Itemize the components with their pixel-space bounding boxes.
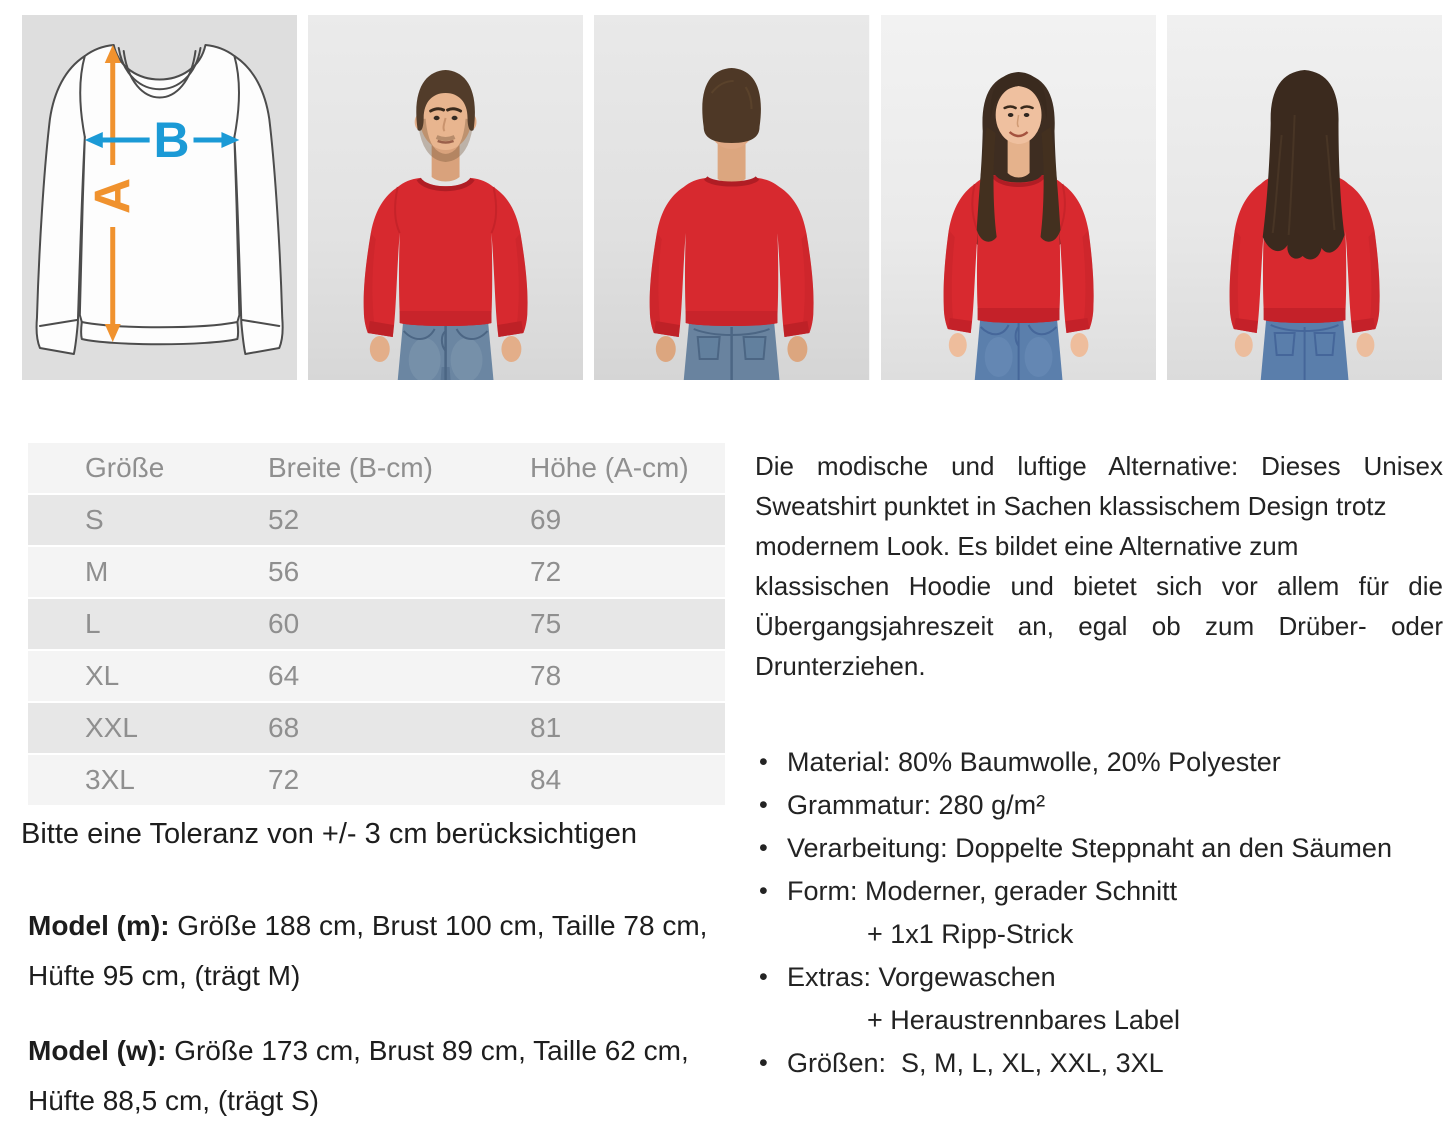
table-cell: M — [85, 556, 109, 587]
jeans — [974, 313, 1063, 380]
sweatshirt — [363, 177, 528, 337]
table-row: XL 64 78 — [28, 651, 725, 703]
hands — [1234, 333, 1375, 357]
table-cell: 84 — [530, 764, 562, 795]
width-label-b: B — [154, 112, 190, 168]
description-line: klassischen Hoodie und bietet sich vor a… — [755, 571, 1443, 601]
height-label-a: A — [85, 178, 141, 214]
hair — [1262, 70, 1345, 260]
feature-item: Form: Moderner, gerader Schnitt — [755, 870, 1443, 913]
table-row: S 52 69 — [28, 495, 725, 547]
female-model-front-photo — [880, 15, 1156, 380]
model-male-measurements: Model (m): Größe 188 cm, Brust 100 cm, T… — [28, 901, 748, 1001]
table-cell: 56 — [268, 556, 300, 587]
table-row: L 60 75 — [28, 599, 725, 651]
table-cell: 3XL — [85, 764, 135, 795]
description-line: Drunterziehen. — [755, 651, 926, 681]
description: Die modische und luftige Alternative: Di… — [755, 446, 1443, 686]
product-image-gallery: A B — [22, 15, 1443, 380]
size-table-rows: S 52 69 M 56 72 L 60 75 XL 64 78 XXL 68 81 3XL 72 84 — [28, 495, 725, 807]
hair — [416, 70, 476, 131]
table-row: M 56 72 — [28, 547, 725, 599]
size-diagram-panel: A B — [22, 15, 298, 380]
table-cell: XXL — [85, 712, 138, 743]
size-table: Größe Breite (B-cm) Höhe (A-cm) S 52 69 M 56… — [28, 443, 725, 807]
model-female-measurements: Model (w): Größe 173 cm, Brust 89 cm, Ta… — [28, 1026, 748, 1126]
photo-female-front — [880, 15, 1156, 380]
column-header-width: Breite (B-cm) — [268, 452, 433, 483]
model-male-details: Größe 188 cm, Brust 100 cm, Taille 78 cm… — [28, 910, 708, 991]
table-cell: 64 — [268, 660, 300, 691]
width-measurement-arrow-b: B — [84, 112, 240, 168]
hair-crown — [990, 72, 1047, 119]
sweatshirt — [943, 174, 1094, 333]
tolerance-note: Bitte eine Toleranz von +/- 3 cm berücks… — [21, 818, 638, 850]
sweatshirt-outline — [35, 44, 284, 355]
jeans — [397, 315, 494, 380]
male-model-front-photo — [308, 15, 584, 380]
description-line: Übergangsjahreszeit an, egal ob zum Drüb… — [755, 611, 1443, 641]
hands — [948, 333, 1089, 357]
model-female-details: Größe 173 cm, Brust 89 cm, Taille 62 cm,… — [28, 1035, 689, 1116]
table-cell: 81 — [530, 712, 562, 743]
table-cell: 78 — [530, 660, 562, 691]
table-row: XXL 68 81 — [28, 703, 725, 755]
jeans — [684, 315, 780, 380]
model-male-label: Model (m): — [28, 910, 170, 941]
photo-female-back — [1166, 15, 1443, 380]
feature-item: Verarbeitung: Doppelte Steppnaht an den … — [755, 827, 1443, 870]
table-cell: 72 — [530, 556, 562, 587]
head — [990, 72, 1047, 178]
description-line: Die modische und luftige Alternative: Di… — [755, 451, 1443, 481]
table-cell: 75 — [530, 608, 562, 639]
sweatshirt — [650, 175, 814, 337]
photo-male-front — [308, 15, 584, 380]
female-model-back-photo — [1166, 15, 1443, 380]
table-row: 3XL 72 84 — [28, 755, 725, 807]
table-cell: 68 — [268, 712, 300, 743]
hair-lock-left — [976, 127, 997, 242]
size-table-header: Größe Breite (B-cm) Höhe (A-cm) — [28, 443, 725, 495]
feature-item: + 1x1 Ripp-Strick — [867, 919, 1074, 949]
table-cell: S — [85, 504, 104, 535]
description-line: Sweatshirt punktet in Sachen klassischem… — [755, 491, 1387, 521]
photo-male-back — [594, 15, 870, 380]
table-cell: 52 — [268, 504, 300, 535]
model-female-label: Model (w): — [28, 1035, 167, 1066]
feature-item: + Heraustrennbares Label — [867, 1005, 1180, 1035]
feature-list: Material: 80% Baumwolle, 20% PolyesterGr… — [755, 741, 1443, 1085]
description-line: modernem Look. Es bildet eine Alternativ… — [755, 531, 1299, 561]
height-measurement-arrow-a: A — [85, 45, 141, 342]
table-cell: 69 — [530, 504, 562, 535]
head — [702, 68, 762, 183]
table-cell: L — [85, 608, 101, 639]
hair-lock-right — [1040, 127, 1061, 242]
column-header-height: Höhe (A-cm) — [530, 452, 689, 483]
hands — [656, 336, 808, 362]
size-diagram: A B — [22, 15, 298, 380]
feature-item: Grammatur: 280 g/m² — [755, 784, 1443, 827]
table-cell: 72 — [268, 764, 300, 795]
product-details-column: Die modische und luftige Alternative: Di… — [755, 446, 1443, 1085]
feature-item: Größen: S, M, L, XL, XXL, 3XL — [755, 1042, 1443, 1085]
table-cell: XL — [85, 660, 120, 691]
table-cell: 60 — [268, 608, 300, 639]
column-header-size: Größe — [85, 452, 165, 483]
feature-item: Extras: Vorgewaschen — [755, 956, 1443, 999]
male-model-back-photo — [594, 15, 870, 380]
head — [414, 70, 477, 182]
feature-item: Material: 80% Baumwolle, 20% Polyester — [755, 741, 1443, 784]
jeans — [1260, 313, 1349, 380]
hands — [370, 336, 522, 362]
